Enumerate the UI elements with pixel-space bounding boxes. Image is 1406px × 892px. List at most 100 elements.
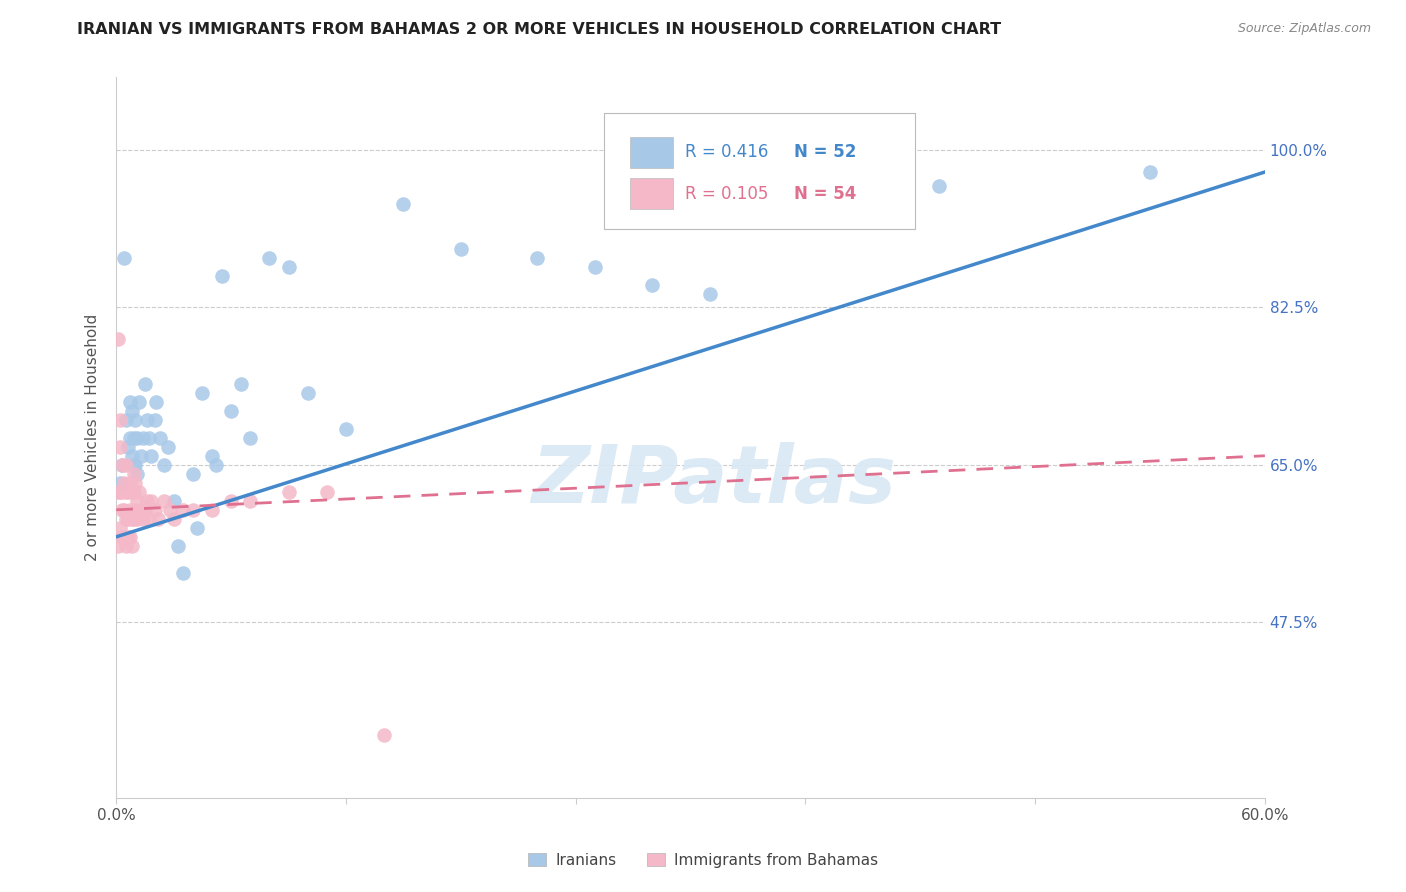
Point: [201, 449, 224, 463]
Point: [111, 503, 134, 517]
Point: [111, 484, 134, 499]
Text: IRANIAN VS IMMIGRANTS FROM BAHAMAS 2 OR MORE VEHICLES IN HOUSEHOLD CORRELATION C: IRANIAN VS IMMIGRANTS FROM BAHAMAS 2 OR …: [77, 22, 1001, 37]
Point: [129, 503, 152, 517]
Point: [111, 530, 134, 544]
Point: [108, 440, 131, 454]
Point: [124, 503, 146, 517]
Point: [118, 530, 141, 544]
Point: [928, 178, 950, 193]
Point: [122, 467, 145, 481]
Point: [335, 422, 357, 436]
Point: [172, 503, 194, 517]
Point: [166, 539, 188, 553]
Point: [132, 431, 155, 445]
Point: [297, 385, 319, 400]
Point: [112, 475, 135, 490]
Y-axis label: 2 or more Vehicles in Household: 2 or more Vehicles in Household: [86, 314, 100, 561]
Point: [122, 512, 145, 526]
Point: [145, 394, 167, 409]
Point: [121, 512, 143, 526]
Point: [115, 539, 138, 553]
Point: [149, 431, 172, 445]
Point: [118, 503, 141, 517]
Point: [108, 413, 131, 427]
Point: [128, 394, 150, 409]
Point: [641, 277, 664, 292]
Point: [315, 484, 337, 499]
Point: [127, 431, 149, 445]
Point: [156, 440, 179, 454]
Text: R = 0.105: R = 0.105: [685, 186, 768, 203]
Point: [127, 512, 149, 526]
Point: [118, 475, 141, 490]
Point: [117, 530, 139, 544]
Point: [128, 484, 150, 499]
Text: ZIPatlas: ZIPatlas: [531, 442, 896, 520]
Point: [129, 449, 152, 463]
Point: [219, 493, 242, 508]
Text: N = 52: N = 52: [794, 144, 856, 161]
Point: [127, 493, 149, 508]
Point: [127, 467, 149, 481]
Point: [138, 512, 160, 526]
Point: [583, 260, 606, 274]
Point: [201, 503, 224, 517]
Point: [172, 566, 194, 580]
Point: [107, 332, 129, 346]
Point: [259, 251, 281, 265]
Point: [122, 431, 145, 445]
Point: [118, 431, 141, 445]
Point: [181, 503, 204, 517]
FancyBboxPatch shape: [605, 113, 914, 228]
Point: [191, 385, 214, 400]
Point: [117, 440, 139, 454]
Point: [124, 458, 146, 472]
Point: [373, 728, 395, 742]
Point: [134, 503, 156, 517]
Point: [112, 503, 135, 517]
Point: [115, 484, 138, 499]
Point: [148, 512, 170, 526]
Point: [229, 376, 252, 391]
Point: [135, 493, 157, 508]
Point: [112, 251, 135, 265]
Point: [121, 539, 143, 553]
FancyBboxPatch shape: [630, 178, 673, 209]
Point: [117, 512, 139, 526]
Point: [118, 394, 141, 409]
Point: [239, 431, 262, 445]
Text: R = 0.416: R = 0.416: [685, 144, 768, 161]
Point: [108, 484, 131, 499]
Point: [163, 493, 186, 508]
Point: [108, 475, 131, 490]
Point: [122, 458, 145, 472]
Point: [186, 521, 208, 535]
Point: [204, 458, 226, 472]
Point: [277, 484, 299, 499]
Point: [112, 530, 135, 544]
Point: [134, 376, 156, 391]
Point: [122, 484, 145, 499]
Point: [124, 413, 146, 427]
Point: [107, 484, 129, 499]
Point: [775, 196, 797, 211]
Point: [239, 493, 262, 508]
Point: [143, 503, 166, 517]
FancyBboxPatch shape: [630, 137, 673, 168]
Point: [153, 493, 176, 508]
Point: [115, 413, 138, 427]
Point: [159, 503, 181, 517]
Text: N = 54: N = 54: [794, 186, 856, 203]
Point: [181, 467, 204, 481]
Point: [138, 431, 160, 445]
Point: [143, 413, 166, 427]
Point: [121, 449, 143, 463]
Point: [1139, 165, 1161, 179]
Point: [139, 449, 162, 463]
Point: [153, 458, 176, 472]
Point: [277, 260, 299, 274]
Point: [111, 458, 134, 472]
Point: [121, 403, 143, 417]
Point: [219, 403, 242, 417]
Point: [163, 512, 186, 526]
